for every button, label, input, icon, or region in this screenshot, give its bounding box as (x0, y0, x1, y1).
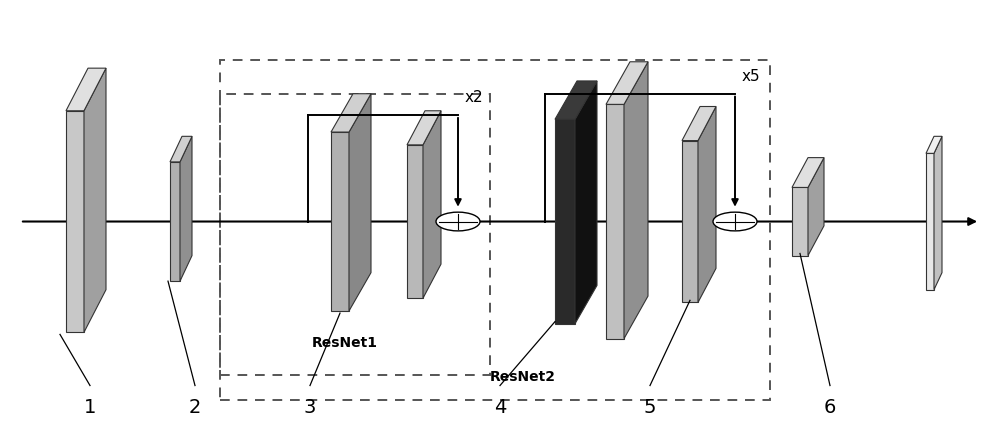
Polygon shape (555, 119, 575, 324)
Text: 1: 1 (84, 398, 96, 417)
Circle shape (436, 212, 480, 231)
Polygon shape (926, 153, 934, 290)
Text: ResNet1: ResNet1 (312, 336, 378, 350)
Text: x5: x5 (742, 69, 761, 84)
Polygon shape (682, 141, 698, 302)
Polygon shape (331, 132, 349, 311)
Circle shape (713, 212, 757, 231)
Text: x2: x2 (465, 90, 484, 106)
Polygon shape (555, 81, 597, 119)
Polygon shape (170, 136, 192, 162)
Polygon shape (926, 136, 942, 153)
Polygon shape (180, 136, 192, 281)
Bar (220, 60, 770, 400)
Polygon shape (66, 111, 84, 332)
Polygon shape (606, 104, 624, 339)
Polygon shape (331, 94, 371, 132)
Polygon shape (792, 187, 808, 256)
Polygon shape (349, 94, 371, 311)
Polygon shape (808, 158, 824, 256)
Polygon shape (66, 68, 106, 111)
Text: 2: 2 (189, 398, 201, 417)
Polygon shape (170, 162, 180, 281)
Polygon shape (624, 62, 648, 339)
Text: ResNet2: ResNet2 (490, 370, 556, 384)
Polygon shape (934, 136, 942, 290)
Polygon shape (792, 158, 824, 187)
Polygon shape (698, 106, 716, 302)
Polygon shape (407, 111, 441, 145)
Polygon shape (407, 145, 423, 298)
Text: 4: 4 (494, 398, 506, 417)
Bar (220, 94, 490, 375)
Polygon shape (575, 81, 597, 324)
Polygon shape (423, 111, 441, 298)
Polygon shape (606, 62, 648, 104)
Polygon shape (84, 68, 106, 332)
Polygon shape (682, 106, 716, 141)
Text: 5: 5 (644, 398, 656, 417)
Text: 6: 6 (824, 398, 836, 417)
Text: 3: 3 (304, 398, 316, 417)
